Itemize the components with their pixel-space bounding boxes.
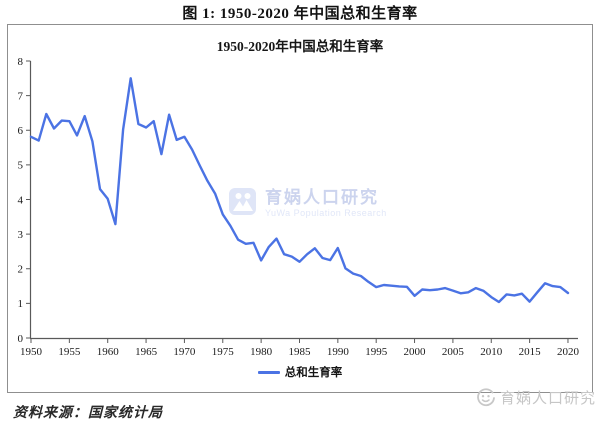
yuwa-face-icon — [476, 387, 496, 408]
bottom-watermark-cn: 育娲人口研究 — [499, 391, 596, 407]
center-watermark: 育娲人口研究 YuWa Population Research — [229, 188, 387, 219]
legend-line-marker — [257, 370, 280, 374]
bottom-watermark: 育娲人口研究 — [476, 387, 596, 408]
source-note: 资料来源：国家统计局 — [13, 406, 163, 421]
figure-caption: 图 1: 1950-2020 年中国总和生育率 — [182, 6, 418, 22]
chart-title: 1950-2020年中国总和生育率 — [216, 39, 384, 54]
chart-legend: 总和生育率 — [8, 364, 592, 380]
center-watermark-en: YuWa Population Research — [265, 208, 387, 218]
yuwa-logo-icon — [229, 188, 256, 215]
center-watermark-cn: 育娲人口研究 — [265, 188, 379, 207]
center-watermark-text: 育娲人口研究 YuWa Population Research — [265, 188, 387, 219]
legend-label: 总和生育率 — [284, 367, 343, 379]
